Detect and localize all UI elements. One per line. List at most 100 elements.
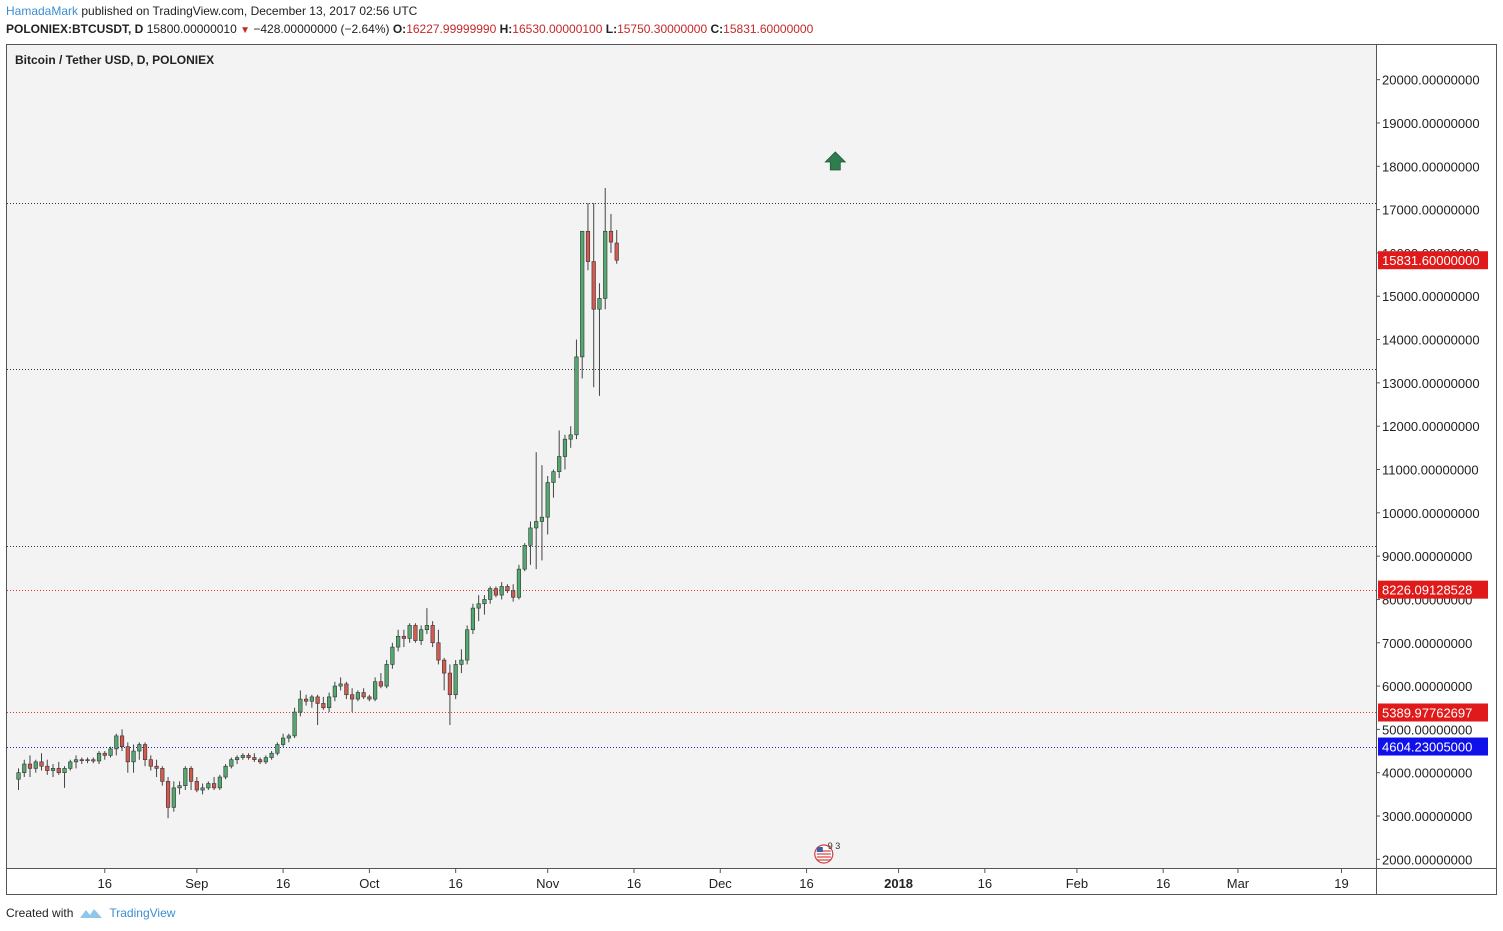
candle bbox=[390, 642, 395, 669]
candle-body bbox=[373, 681, 378, 700]
candle bbox=[286, 733, 291, 743]
x-tick-label: 16 bbox=[627, 876, 641, 891]
candle bbox=[419, 625, 424, 645]
candle-body bbox=[378, 681, 383, 687]
candle-body bbox=[39, 761, 44, 767]
y-tick-label: 17000.00000000 bbox=[1382, 203, 1480, 218]
candle bbox=[522, 543, 527, 572]
price-labels: 15831.60000000 8226.09128528 5389.97762697… bbox=[1378, 251, 1488, 756]
candle-body bbox=[534, 521, 539, 529]
price-axis[interactable]: 2000.00000000 3000.00000000 4000.00000000 5… bbox=[1376, 73, 1480, 868]
y-tick-label: 5000.00000000 bbox=[1382, 722, 1472, 737]
candle bbox=[114, 733, 119, 756]
candle-body bbox=[338, 683, 343, 687]
candle bbox=[378, 673, 383, 689]
time-axis[interactable]: 16 Sep 16 Oct 16 Nov 16 Dec 16 2018 16 Feb 16 Mar 19 bbox=[98, 868, 1349, 891]
author-link[interactable]: HamadaMark bbox=[6, 4, 79, 18]
candle bbox=[453, 660, 458, 700]
overlays: 9 3 bbox=[814, 151, 847, 864]
tradingview-logo-icon bbox=[80, 909, 103, 918]
candle-body bbox=[292, 711, 297, 737]
x-tick-label: 16 bbox=[799, 876, 813, 891]
candle bbox=[304, 694, 309, 706]
candle-body bbox=[131, 750, 136, 763]
chart-title: Bitcoin / Tether USD, D, POLONIEX bbox=[15, 53, 214, 67]
chart-container[interactable]: 9 3 2000.00000000 3000.00000000 4000.00000… bbox=[6, 44, 1497, 895]
candle bbox=[470, 603, 476, 635]
x-tick-label: Feb bbox=[1066, 876, 1088, 891]
candle-body bbox=[315, 696, 320, 704]
candle bbox=[96, 751, 102, 765]
price-label-text: 5389.97762697 bbox=[1382, 705, 1472, 720]
tradingview-link[interactable]: TradingView bbox=[109, 906, 176, 920]
candle-body bbox=[597, 298, 602, 310]
candle bbox=[534, 452, 539, 570]
candle bbox=[91, 757, 96, 764]
candle-body bbox=[562, 438, 568, 457]
candle-body bbox=[499, 586, 504, 596]
candle-body bbox=[453, 664, 458, 696]
close-label: C: bbox=[710, 22, 724, 36]
price-label-box bbox=[1378, 251, 1488, 270]
candle-body bbox=[603, 230, 608, 299]
candle-body bbox=[125, 746, 130, 763]
symbol-label: POLONIEX:BTCUSDT, D bbox=[6, 22, 144, 36]
candle-body bbox=[505, 586, 510, 592]
event-count: 9 3 bbox=[828, 841, 841, 851]
candle bbox=[482, 595, 487, 615]
candle bbox=[194, 777, 199, 793]
candle bbox=[211, 777, 217, 791]
candlestick-chart[interactable]: 9 3 2000.00000000 3000.00000000 4000.00000… bbox=[6, 44, 1497, 895]
plot-area[interactable] bbox=[7, 45, 1376, 868]
up-arrow-icon[interactable] bbox=[824, 151, 847, 171]
candle-body bbox=[154, 765, 159, 769]
candle-body bbox=[511, 590, 516, 598]
candle bbox=[240, 753, 245, 760]
x-tick-label: Sep bbox=[185, 876, 208, 891]
candle bbox=[50, 764, 56, 778]
candle bbox=[367, 694, 372, 702]
candle-body bbox=[332, 685, 337, 698]
us-flag-event-icon[interactable]: 9 3 bbox=[814, 841, 841, 864]
x-tick-label: Nov bbox=[536, 876, 560, 891]
candle bbox=[309, 694, 314, 708]
x-tick-label: 16 bbox=[276, 876, 290, 891]
y-tick-label: 19000.00000000 bbox=[1382, 116, 1480, 131]
candle-body bbox=[22, 763, 27, 774]
candle bbox=[407, 623, 412, 643]
candle-body bbox=[102, 752, 107, 756]
candle bbox=[361, 688, 366, 700]
candle bbox=[263, 755, 268, 765]
candle bbox=[125, 742, 130, 773]
candle bbox=[603, 187, 608, 310]
candle bbox=[465, 625, 470, 665]
candle bbox=[545, 475, 550, 535]
candle bbox=[79, 757, 84, 765]
y-tick-label: 9000.00000000 bbox=[1382, 549, 1472, 564]
candle bbox=[102, 751, 107, 760]
candle-body bbox=[413, 625, 418, 641]
last-price: 15800.00000010 bbox=[146, 22, 237, 36]
candle-body bbox=[459, 659, 464, 665]
change-value: −428.00000000 (−2.64%) bbox=[253, 22, 390, 36]
candle bbox=[22, 759, 27, 778]
close-value: 15831.60000000 bbox=[723, 22, 814, 36]
candle-body bbox=[258, 759, 263, 763]
candle-body bbox=[407, 625, 412, 639]
candle-body bbox=[85, 759, 90, 762]
candle bbox=[574, 339, 579, 440]
candle-body bbox=[165, 781, 171, 808]
x-tick-label: Dec bbox=[709, 876, 733, 891]
candle bbox=[401, 629, 406, 648]
candle-body bbox=[350, 694, 355, 700]
candle bbox=[430, 621, 435, 648]
candle-body bbox=[488, 588, 493, 600]
candle-body bbox=[96, 752, 102, 762]
candle-body bbox=[252, 757, 257, 761]
candle-body bbox=[235, 757, 240, 761]
candle-body bbox=[551, 471, 556, 483]
candle bbox=[476, 595, 481, 622]
candle-body bbox=[79, 759, 84, 762]
high-label: H: bbox=[499, 22, 513, 36]
candle-body bbox=[148, 759, 153, 767]
